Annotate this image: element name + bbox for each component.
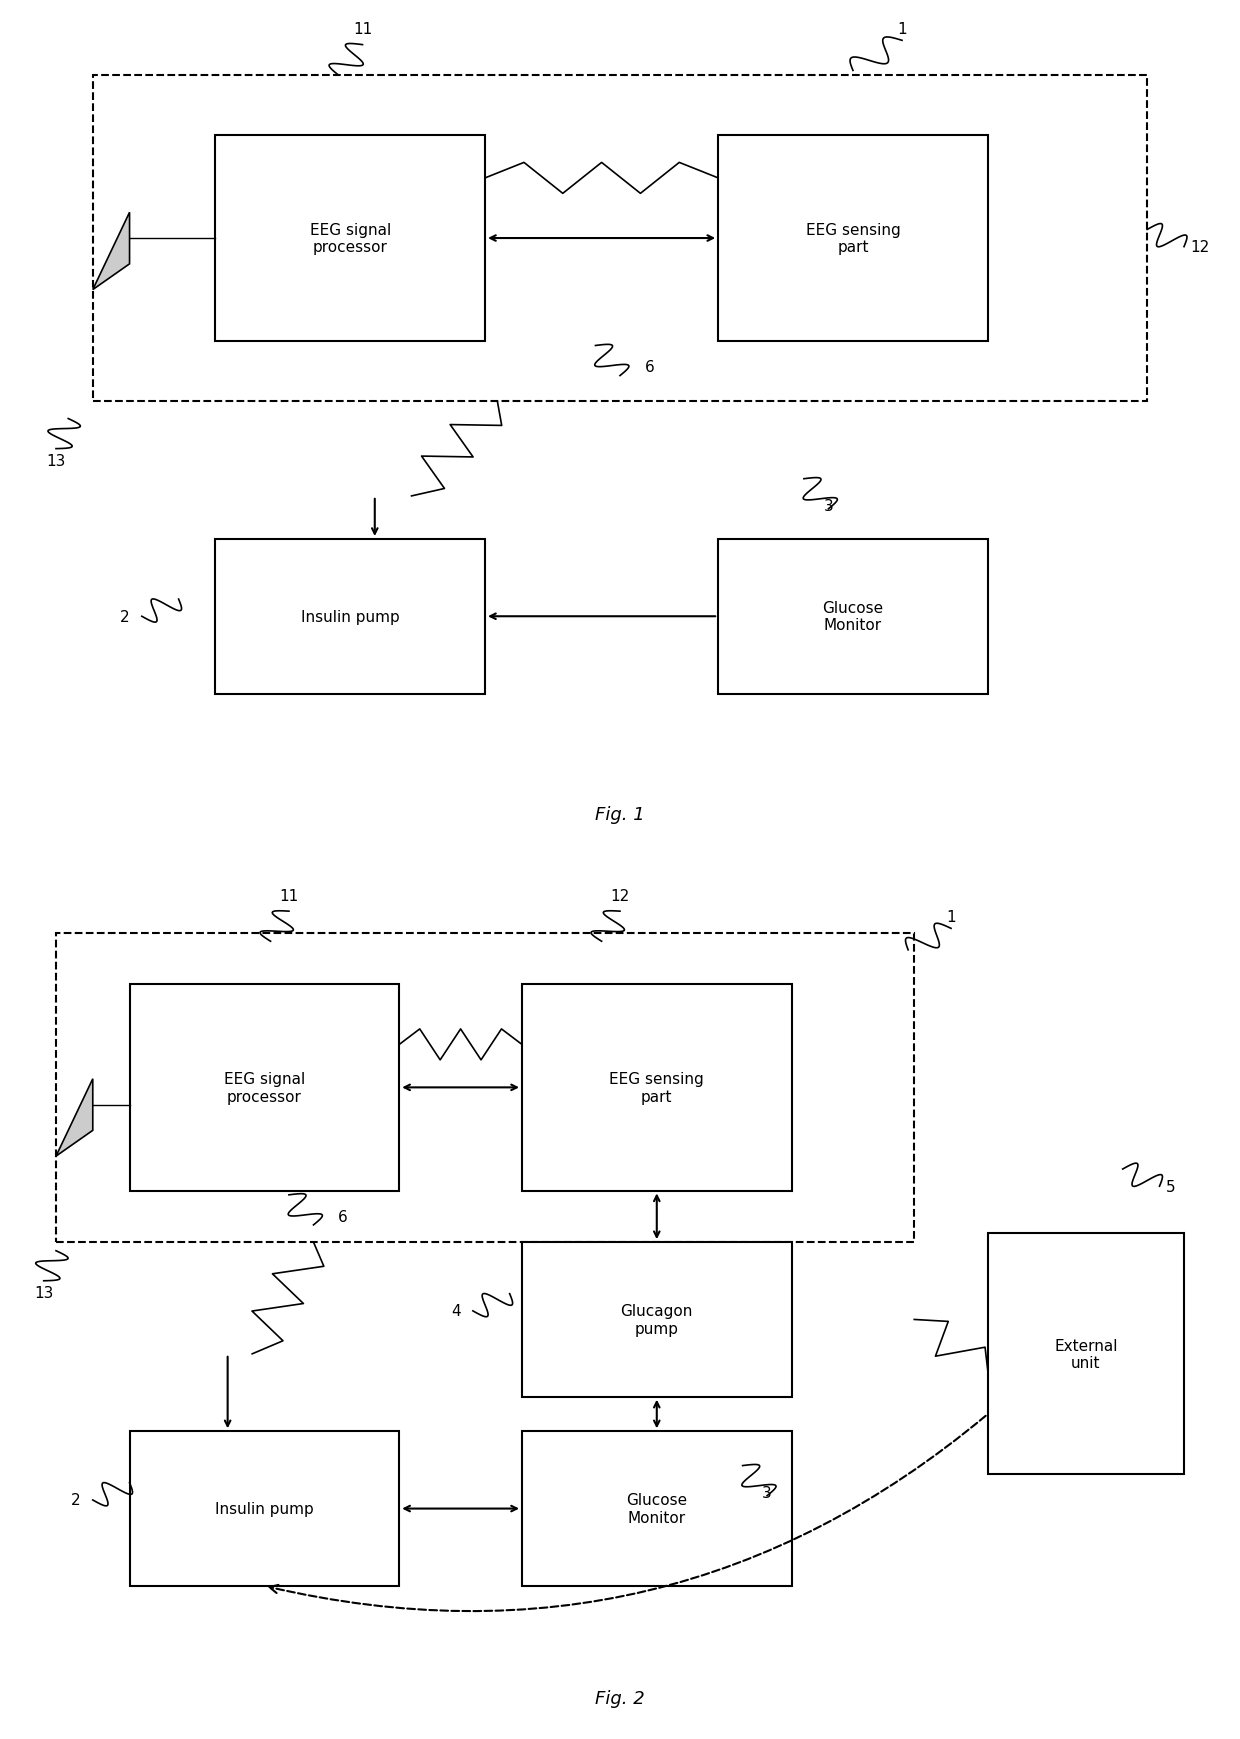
Text: 1: 1 <box>898 23 906 37</box>
Polygon shape <box>93 214 129 290</box>
Polygon shape <box>56 1080 93 1156</box>
Text: EEG signal
processor: EEG signal processor <box>223 1071 305 1104</box>
Text: EEG sensing
part: EEG sensing part <box>609 1071 704 1104</box>
Text: Glucagon
pump: Glucagon pump <box>620 1304 693 1336</box>
Text: 3: 3 <box>823 499 833 513</box>
Text: 11: 11 <box>353 23 372 37</box>
FancyBboxPatch shape <box>718 539 988 694</box>
Text: Glucose
Monitor: Glucose Monitor <box>626 1492 687 1525</box>
FancyBboxPatch shape <box>129 984 399 1191</box>
FancyBboxPatch shape <box>216 539 485 694</box>
Text: 12: 12 <box>610 889 630 903</box>
Text: Insulin pump: Insulin pump <box>301 609 399 624</box>
Text: Glucose
Monitor: Glucose Monitor <box>822 600 884 633</box>
Text: External
unit: External unit <box>1054 1337 1117 1370</box>
FancyBboxPatch shape <box>522 1242 791 1396</box>
FancyArrowPatch shape <box>269 1416 986 1610</box>
Text: Fig. 2: Fig. 2 <box>595 1689 645 1706</box>
Text: EEG sensing
part: EEG sensing part <box>806 223 900 256</box>
FancyBboxPatch shape <box>129 1431 399 1586</box>
Text: 12: 12 <box>1190 240 1209 256</box>
Text: 6: 6 <box>645 360 655 376</box>
Text: 11: 11 <box>279 889 299 903</box>
Text: 2: 2 <box>120 609 129 624</box>
Text: 2: 2 <box>71 1492 81 1508</box>
Text: 3: 3 <box>763 1485 773 1501</box>
Text: 4: 4 <box>451 1304 460 1318</box>
Text: 13: 13 <box>46 454 66 468</box>
Text: EEG signal
processor: EEG signal processor <box>310 223 391 256</box>
FancyBboxPatch shape <box>988 1233 1184 1475</box>
FancyBboxPatch shape <box>216 136 485 343</box>
Text: 5: 5 <box>1166 1179 1176 1195</box>
Text: Insulin pump: Insulin pump <box>215 1501 314 1516</box>
Text: 6: 6 <box>339 1209 347 1224</box>
FancyBboxPatch shape <box>522 1431 791 1586</box>
Text: 13: 13 <box>33 1285 53 1301</box>
Text: Fig. 1: Fig. 1 <box>595 805 645 824</box>
Text: 1: 1 <box>946 909 956 925</box>
FancyBboxPatch shape <box>718 136 988 343</box>
FancyBboxPatch shape <box>522 984 791 1191</box>
